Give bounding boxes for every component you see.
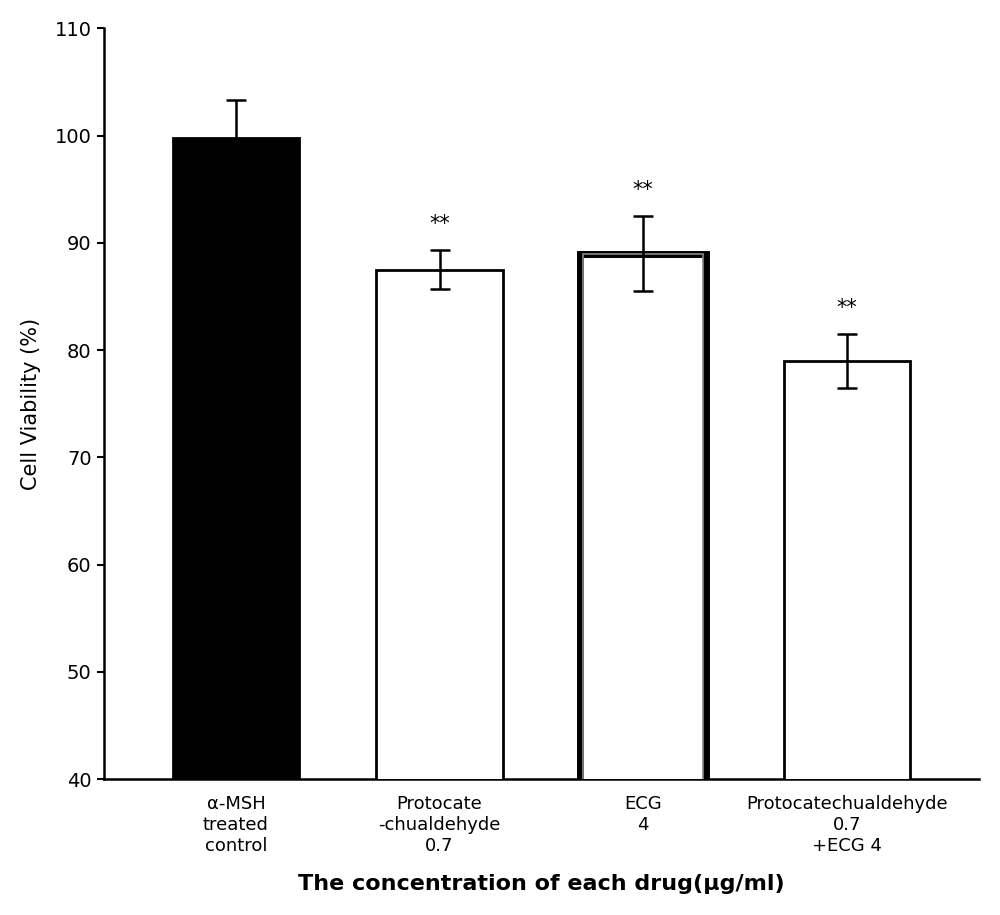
X-axis label: The concentration of each drug(μg/ml): The concentration of each drug(μg/ml) [298, 874, 785, 894]
Bar [376, 270, 503, 915]
Text: **: ** [836, 298, 857, 318]
Y-axis label: Cell Viability (%): Cell Viability (%) [21, 318, 41, 490]
Bar [580, 253, 706, 915]
Text: **: ** [633, 180, 654, 200]
Bar [583, 253, 703, 915]
Bar [173, 138, 299, 915]
Text: **: ** [429, 214, 450, 234]
Bar [784, 361, 910, 915]
Bar [580, 253, 706, 915]
